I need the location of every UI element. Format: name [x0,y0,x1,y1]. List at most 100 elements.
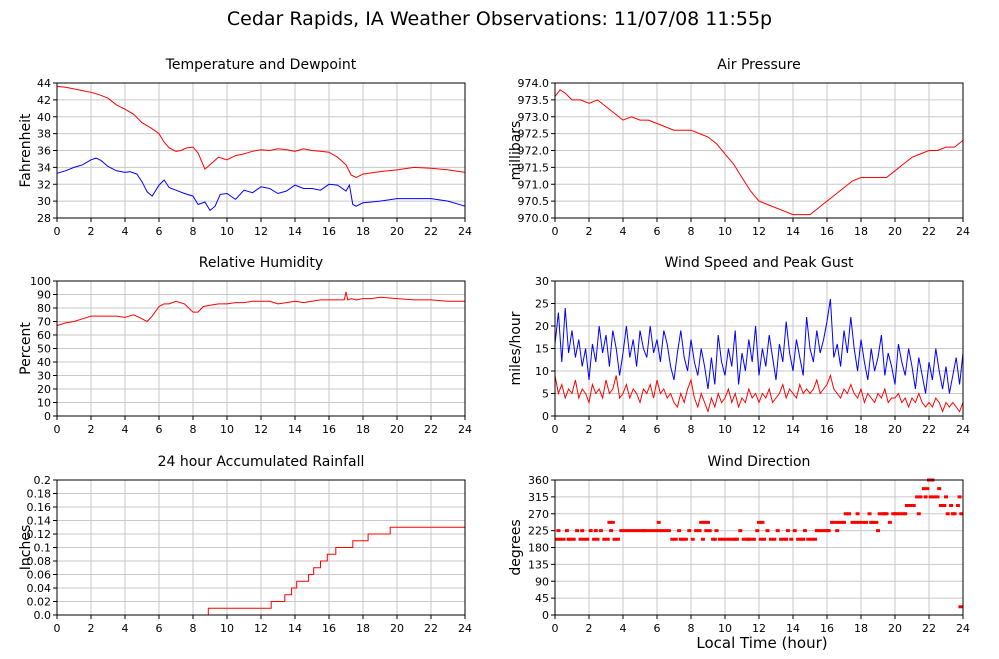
x-tick-label: 10 [220,622,234,635]
y-tick-label: 20 [535,320,549,333]
data-point [833,520,838,524]
data-point [622,529,627,533]
x-tick-label: 6 [156,423,163,436]
data-point [809,537,814,541]
data-point [796,537,801,541]
data-point [580,529,585,533]
series-points [554,478,964,609]
data-point [683,537,688,541]
x-tick-label: 10 [718,622,732,635]
x-tick-label: 22 [424,423,438,436]
data-point [938,504,943,507]
x-tick-label: 20 [888,423,902,436]
y-tick-label: 180 [528,542,549,555]
x-tick-label: 6 [654,225,661,238]
chart-title: Air Pressure [717,57,800,73]
y-tick-label: 225 [528,525,549,538]
x-tick-label: 16 [322,225,336,238]
data-point [923,495,928,499]
y-tick-label: 25 [535,298,549,311]
data-point [629,529,634,533]
data-point [670,537,675,541]
page-title: Cedar Rapids, IA Weather Observations: 1… [226,8,773,30]
y-tick-label: 44 [37,77,51,90]
data-point [836,520,841,524]
data-point [641,529,646,533]
y-tick-label: 972.0 [518,145,550,158]
x-tick-label: 0 [552,423,559,436]
x-tick-label: 22 [922,622,936,635]
data-point [697,529,702,533]
y-tick-label: 315 [528,491,549,504]
x-tick-label: 10 [718,225,732,238]
data-point [721,537,726,541]
x-tick-label: 12 [752,622,766,635]
data-point [915,495,920,499]
y-tick-label: 34 [37,161,51,174]
data-point [707,529,712,533]
x-tick-label: 12 [254,622,268,635]
data-point [945,512,950,516]
data-point [724,537,729,541]
data-point [607,520,612,524]
y-axis-label: degrees [508,519,524,575]
x-tick-label: 2 [88,225,95,238]
y-tick-label: 32 [37,178,51,191]
data-point [687,529,692,533]
chart-title: Temperature and Dewpoint [165,57,357,73]
data-point [554,537,559,541]
data-point [918,495,923,499]
data-point [760,520,765,524]
y-tick-label: 0.04 [27,582,52,595]
data-point [813,537,818,541]
x-tick-label: 6 [156,225,163,238]
data-point [853,520,858,524]
chart-pressure: Air Pressure 970.0 970.5 971.0 971.5 972.0 972… [508,57,970,238]
data-point [847,512,852,516]
data-point [666,529,671,533]
plot-frame [554,479,964,616]
y-tick-label: 20 [37,383,51,396]
data-point [842,520,846,524]
y-tick-label: 0 [542,609,549,622]
data-point [874,520,879,524]
x-tick-label: 22 [922,423,936,436]
data-point [746,537,751,541]
y-tick-label: 972.5 [518,128,550,141]
data-point [806,537,811,541]
x-tick-label: 20 [390,423,404,436]
series-line-1 [554,298,964,394]
y-axis-label: miles/hour [508,311,524,385]
data-point [677,529,682,533]
y-tick-label: 0.2 [34,474,52,487]
data-point [556,529,561,533]
data-point [612,537,617,541]
y-tick-label: 36 [37,145,51,158]
y-tick-label: 974.0 [518,77,550,90]
data-point [814,529,819,533]
y-tick-label: 30 [37,370,51,383]
x-tick-label: 4 [122,423,129,436]
x-tick-label: 18 [356,423,370,436]
series-line-1 [56,291,465,327]
data-point [857,520,862,524]
chart-temperature: Temperature and Dewpoint2830323436384042… [18,57,472,238]
data-point [626,529,631,533]
y-tick-label: 135 [528,558,549,571]
data-point [649,529,654,533]
data-point [758,537,763,541]
data-point [593,529,598,533]
data-point [588,529,593,533]
data-point [738,529,743,533]
x-tick-label: 14 [786,423,800,436]
data-point [830,520,835,524]
x-tick-label: 0 [54,225,61,238]
data-point [615,537,620,541]
y-tick-label: 42 [37,94,51,107]
plot-frame [554,280,964,417]
y-tick-label: 60 [37,329,51,342]
x-tick-label: 24 [458,225,472,238]
data-point [937,487,942,491]
data-point [867,512,872,516]
x-tick-label: 0 [54,622,61,635]
